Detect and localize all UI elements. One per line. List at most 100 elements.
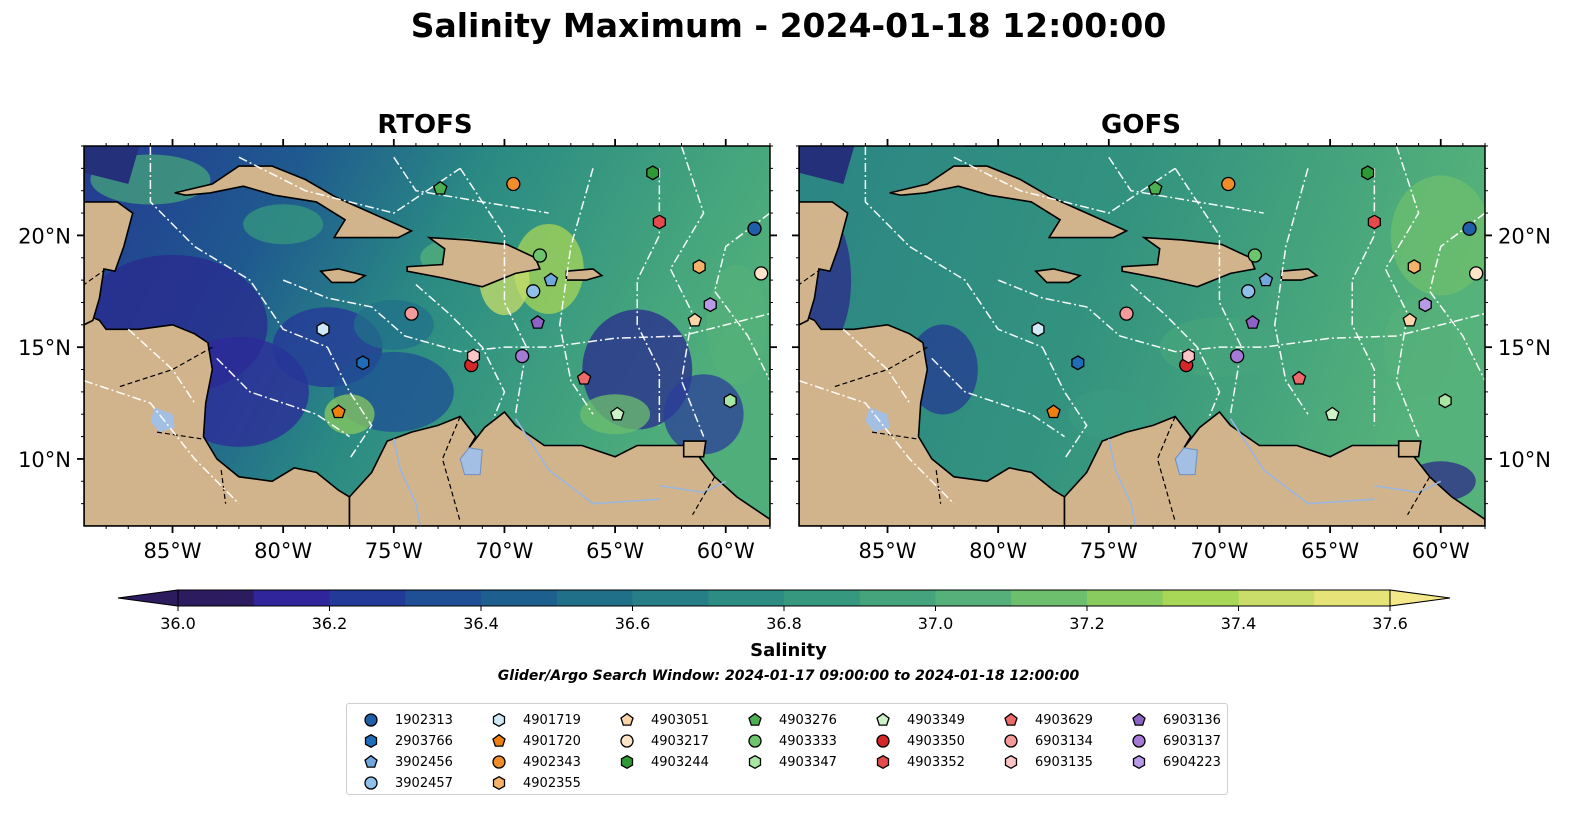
lat-label: 10°N <box>18 448 71 472</box>
float-marker-6903136[interactable] <box>1245 314 1260 329</box>
float-marker-3902457[interactable] <box>1241 284 1256 299</box>
lon-label: 75°W <box>365 539 423 563</box>
legend-label: 1902313 <box>395 712 453 728</box>
colorbar-bin <box>1087 590 1164 606</box>
legend-label: 4902355 <box>523 775 581 791</box>
float-marker-1902313[interactable] <box>1462 221 1477 236</box>
land-southam <box>1063 410 1485 526</box>
land-yucatan <box>799 146 849 326</box>
float-marker-2903766[interactable] <box>356 355 370 371</box>
float-marker-4903333[interactable] <box>532 248 548 263</box>
lon-label: 80°W <box>254 539 312 563</box>
legend-label: 3902456 <box>395 754 453 770</box>
legend-item: 4903051 <box>617 710 709 730</box>
float-marker-4903244[interactable] <box>646 165 660 181</box>
land-southam <box>348 410 770 526</box>
float-marker-4903051[interactable] <box>1402 312 1418 327</box>
legend-label: 6904223 <box>1163 754 1221 770</box>
panel-title-rtofs: RTOFS <box>377 110 473 140</box>
search-window-text: Glider/Argo Search Window: 2024-01-17 09… <box>497 668 1080 684</box>
float-marker-4903333[interactable] <box>1247 248 1263 263</box>
circle-marker-icon <box>364 713 378 727</box>
float-marker-6904223[interactable] <box>703 297 717 313</box>
land-cuba <box>889 165 1129 239</box>
land-florida <box>965 146 1000 147</box>
legend-label: 4903347 <box>779 754 837 770</box>
colorbar-tick-label: 36.4 <box>463 614 499 633</box>
float-marker-4903349[interactable] <box>610 406 625 421</box>
float-marker-3902456[interactable] <box>1258 272 1274 287</box>
float-marker-6903135[interactable] <box>1181 348 1196 364</box>
colorbar-bin <box>253 590 330 606</box>
colorbar-tick-label: 37.0 <box>918 614 954 633</box>
float-marker-4903217[interactable] <box>753 266 769 281</box>
pentagon-marker-icon <box>364 754 378 768</box>
float-marker-1902313[interactable] <box>747 221 762 236</box>
lon-label: 65°W <box>586 539 644 563</box>
colorbar-tick-label: 37.2 <box>1069 614 1105 633</box>
legend-item: 4902343 <box>489 752 581 772</box>
colorbar-tick-label: 36.8 <box>766 614 802 633</box>
map-frame <box>83 145 771 527</box>
lon-label: 70°W <box>1190 539 1248 563</box>
colorbar-bin <box>329 590 406 606</box>
legend-item: 6903137 <box>1129 731 1221 751</box>
float-marker-6903134[interactable] <box>404 306 419 321</box>
colorbar: 36.0 36.2 36.4 36.6 36.8 37.0 37.2 37.4 37.6 <box>117 589 1451 633</box>
float-marker-6903134[interactable] <box>1119 306 1134 321</box>
legend-label: 6903137 <box>1163 733 1221 749</box>
legend-item: 4903350 <box>873 731 965 751</box>
float-marker-4903051[interactable] <box>687 312 703 327</box>
float-marker-4903347[interactable] <box>1438 393 1452 409</box>
float-marker-6903137[interactable] <box>1230 348 1245 364</box>
circle-marker-icon <box>876 734 890 748</box>
float-marker-4901719[interactable] <box>1031 321 1045 337</box>
panel-title-gofs: GOFS <box>1101 110 1181 140</box>
float-marker-4903217[interactable] <box>1468 266 1484 281</box>
lat-label: 10°N <box>1498 448 1551 472</box>
lon-label: 60°W <box>1412 539 1470 563</box>
land-jamaica <box>319 268 368 284</box>
hexagon-marker-icon <box>748 754 762 770</box>
float-marker-3902456[interactable] <box>543 272 559 287</box>
float-marker-4902343[interactable] <box>1221 176 1236 192</box>
float-marker-4903347[interactable] <box>723 393 737 409</box>
land-trinidad <box>1397 440 1422 458</box>
float-marker-6904223[interactable] <box>1418 297 1432 313</box>
pentagon-marker-icon <box>1004 712 1018 726</box>
float-marker-4903629[interactable] <box>1291 370 1307 385</box>
legend-label: 2903766 <box>395 733 453 749</box>
lon-label: 70°W <box>475 539 533 563</box>
legend-label: 4903349 <box>907 712 965 728</box>
float-marker-4903349[interactable] <box>1325 406 1340 421</box>
float-marker-4903352[interactable] <box>1367 214 1381 230</box>
legend-item: 4903352 <box>873 752 965 772</box>
hexagon-marker-icon <box>1132 754 1146 770</box>
float-marker-4903244[interactable] <box>1361 165 1375 181</box>
land-cuba <box>174 165 414 239</box>
legend: 1902313 2903766 3902456 3902457 4901719 49017… <box>346 703 1228 795</box>
float-marker-6903137[interactable] <box>515 348 530 364</box>
float-marker-4903352[interactable] <box>652 214 666 230</box>
hexagon-marker-icon <box>620 754 634 770</box>
float-marker-4902343[interactable] <box>506 176 521 192</box>
lat-label: 15°N <box>1498 336 1551 360</box>
float-marker-6903135[interactable] <box>466 348 481 364</box>
float-marker-6903136[interactable] <box>530 314 545 329</box>
float-marker-4901720[interactable] <box>1046 404 1061 419</box>
float-marker-3902457[interactable] <box>526 284 541 299</box>
hexagon-marker-icon <box>876 754 890 770</box>
float-marker-4902355[interactable] <box>692 259 706 275</box>
legend-item: 4903629 <box>1001 710 1093 730</box>
float-marker-4901720[interactable] <box>331 404 346 419</box>
float-marker-4903629[interactable] <box>576 370 592 385</box>
float-marker-4901719[interactable] <box>316 321 330 337</box>
lat-label: 15°N <box>18 336 71 360</box>
float-marker-4902355[interactable] <box>1407 259 1421 275</box>
legend-item: 4903217 <box>617 731 709 751</box>
float-marker-4903276[interactable] <box>1148 180 1163 195</box>
float-marker-4903276[interactable] <box>433 180 448 195</box>
legend-label: 4903629 <box>1035 712 1093 728</box>
legend-item: 4902355 <box>489 773 581 793</box>
float-marker-2903766[interactable] <box>1071 355 1085 371</box>
